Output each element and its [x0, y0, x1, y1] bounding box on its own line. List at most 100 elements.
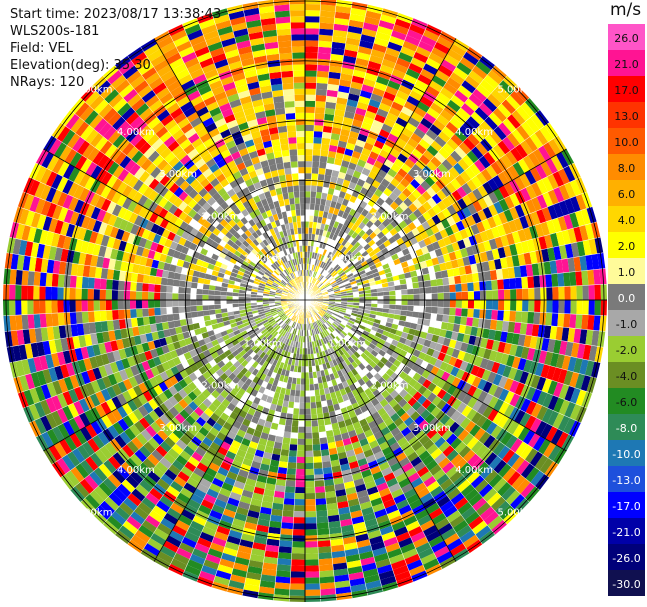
velocity-gate — [398, 537, 414, 549]
velocity-gate — [347, 356, 355, 364]
velocity-gate — [488, 204, 499, 217]
velocity-gate — [557, 415, 570, 432]
velocity-gate — [57, 300, 64, 313]
velocity-gate — [68, 349, 78, 363]
velocity-gate — [178, 398, 189, 410]
velocity-gate — [314, 113, 325, 120]
velocity-gate — [320, 143, 330, 151]
velocity-gate — [388, 106, 401, 117]
velocity-gate — [206, 196, 217, 206]
velocity-gate — [183, 194, 193, 205]
velocity-gate — [132, 203, 143, 215]
velocity-gate — [99, 278, 107, 290]
velocity-gate — [291, 553, 305, 560]
velocity-gate — [73, 199, 85, 214]
velocity-gate — [538, 145, 551, 162]
velocity-gate — [372, 119, 384, 129]
velocity-gate — [279, 282, 286, 287]
velocity-gate — [228, 445, 239, 455]
velocity-gate — [431, 193, 442, 205]
velocity-gate — [503, 310, 511, 322]
velocity-gate — [449, 470, 463, 484]
velocity-gate — [479, 290, 487, 300]
velocity-gate — [48, 339, 57, 354]
velocity-gate — [238, 296, 245, 300]
velocity-gate — [539, 274, 547, 288]
velocity-gate — [194, 431, 206, 442]
velocity-gate — [462, 154, 474, 167]
velocity-gate — [332, 556, 347, 565]
velocity-gate — [237, 257, 245, 264]
velocity-gate — [56, 191, 68, 207]
velocity-gate — [340, 407, 349, 415]
velocity-gate — [161, 425, 173, 437]
velocity-gate — [376, 231, 385, 240]
velocity-gate — [342, 437, 352, 446]
velocity-gate — [217, 360, 226, 369]
velocity-gate — [156, 478, 171, 491]
velocity-gate — [470, 475, 485, 489]
velocity-gate — [93, 118, 108, 133]
velocity-gate — [263, 289, 270, 293]
velocity-gate — [284, 425, 292, 433]
velocity-gate — [141, 342, 150, 353]
velocity-gate — [81, 276, 89, 289]
velocity-gate — [409, 90, 423, 102]
velocity-gate — [118, 280, 125, 291]
velocity-gate — [387, 168, 398, 178]
velocity-gate — [201, 331, 210, 339]
velocity-gate — [305, 396, 311, 403]
velocity-gate — [405, 68, 421, 80]
velocity-gate — [120, 261, 128, 272]
velocity-gate — [434, 151, 446, 164]
velocity-gate — [108, 330, 116, 342]
velocity-gate — [264, 311, 272, 316]
velocity-gate — [336, 445, 346, 454]
velocity-gate — [118, 309, 125, 320]
velocity-gate — [486, 300, 493, 310]
velocity-gate — [142, 283, 149, 292]
velocity-gate — [261, 319, 269, 325]
velocity-gate — [174, 176, 186, 187]
velocity-gate — [89, 193, 101, 207]
velocity-gate — [314, 315, 319, 321]
velocity-gate — [537, 324, 546, 338]
velocity-gate — [547, 247, 556, 262]
velocity-gate — [415, 323, 424, 332]
velocity-gate — [238, 303, 245, 307]
velocity-gate — [134, 80, 149, 94]
velocity-gate — [148, 307, 155, 317]
velocity-gate — [450, 178, 462, 190]
velocity-gate — [497, 171, 509, 186]
velocity-gate — [410, 270, 418, 278]
velocity-gate — [145, 368, 155, 380]
velocity-gate — [270, 307, 277, 312]
velocity-gate — [316, 313, 322, 319]
velocity-gate — [327, 508, 339, 517]
velocity-gate — [455, 174, 467, 187]
velocity-gate — [276, 334, 282, 341]
velocity-gate — [343, 480, 355, 490]
velocity-gate — [330, 200, 337, 209]
velocity-gate — [565, 243, 574, 259]
velocity-gate — [348, 410, 357, 419]
velocity-gate — [154, 307, 161, 316]
velocity-gate — [316, 76, 329, 84]
velocity-gate — [84, 474, 99, 490]
velocity-gate — [220, 514, 235, 524]
velocity-gate — [322, 316, 328, 322]
velocity-gate — [153, 182, 165, 194]
velocity-gate — [155, 445, 168, 458]
velocity-gate — [399, 201, 409, 212]
velocity-gate — [289, 306, 295, 310]
velocity-gate — [527, 311, 535, 324]
velocity-gate — [73, 386, 85, 401]
velocity-gate — [396, 407, 406, 418]
velocity-gate — [323, 263, 328, 270]
velocity-gate — [118, 369, 129, 382]
velocity-gate — [366, 434, 377, 444]
velocity-gate — [34, 257, 43, 273]
velocity-gate — [166, 313, 174, 322]
velocity-gate — [383, 239, 392, 248]
velocity-gate — [471, 146, 484, 160]
